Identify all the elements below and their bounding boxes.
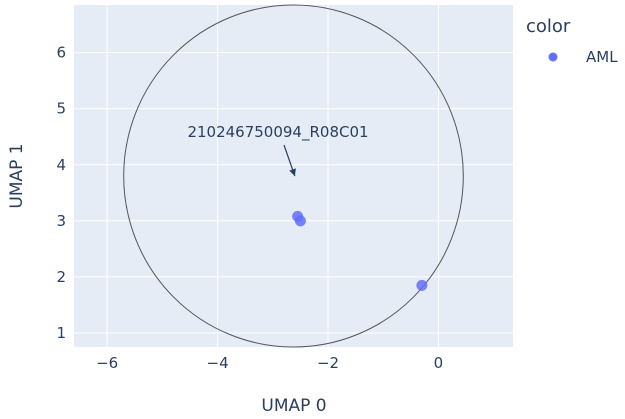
y-tick-label: 2 — [56, 268, 66, 286]
legend: color AML — [526, 16, 618, 66]
y-tick-label: 6 — [56, 44, 66, 62]
x-tick-label: −4 — [207, 354, 229, 372]
plot-background — [74, 5, 513, 347]
y-tick-label: 3 — [56, 212, 66, 230]
legend-marker — [548, 52, 558, 62]
y-tick-label: 5 — [56, 100, 66, 118]
x-tick-labels: −6 −4 −2 0 — [96, 354, 443, 372]
grid — [74, 5, 513, 347]
y-tick-label: 1 — [56, 324, 66, 342]
annotation-arrowhead — [289, 168, 296, 177]
data-point[interactable] — [416, 279, 428, 291]
x-tick-label: −2 — [317, 354, 339, 372]
data-point[interactable] — [294, 215, 306, 227]
y-tick-labels: 1 2 3 4 5 6 — [56, 44, 66, 342]
x-tick-label: 0 — [434, 354, 444, 372]
y-axis-title: UMAP 1 — [7, 143, 27, 208]
x-axis-title: UMAP 0 — [261, 396, 326, 416]
circle-shape — [123, 4, 464, 348]
annotations: 210246750094_R08C01 — [187, 123, 369, 177]
data-points[interactable] — [292, 210, 428, 291]
x-tick-label: −6 — [96, 354, 118, 372]
shapes — [123, 4, 464, 348]
annotation-text: 210246750094_R08C01 — [187, 123, 368, 142]
legend-item-aml[interactable]: AML — [548, 48, 619, 66]
legend-title: color — [526, 16, 571, 37]
y-tick-label: 4 — [56, 156, 66, 174]
legend-item-label: AML — [586, 48, 618, 66]
